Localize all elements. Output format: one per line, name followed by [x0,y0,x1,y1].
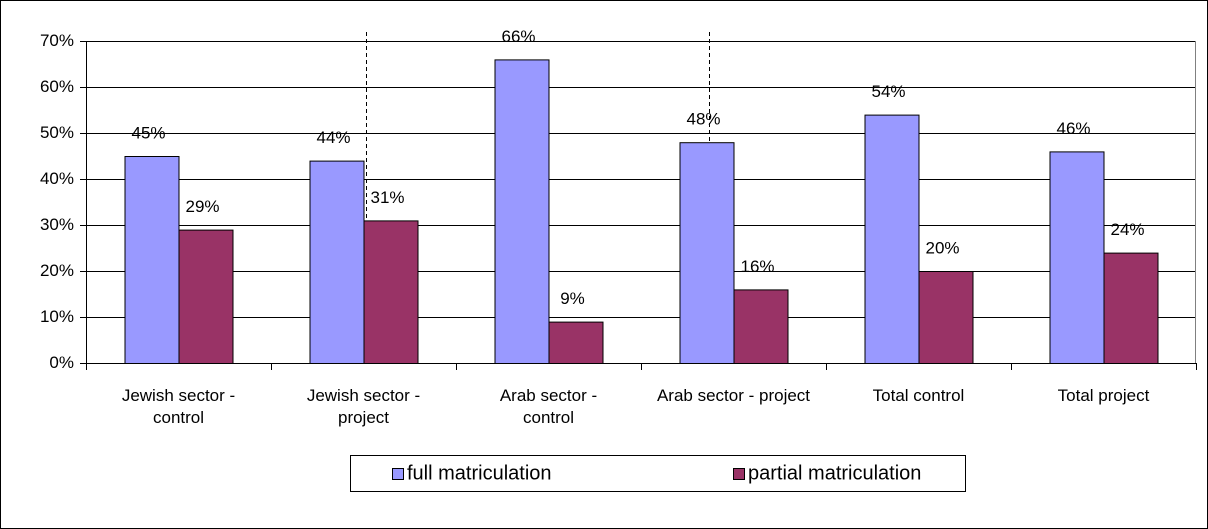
y-tick-label: 50% [40,123,74,142]
legend-box [350,455,966,492]
y-tick-label: 60% [40,77,74,96]
x-tick-label: Arab sector - control [499,386,598,427]
bar [494,59,550,365]
y-tick-label: 10% [40,307,74,326]
data-label: 48% [686,110,720,129]
data-label: 45% [131,123,165,142]
bar [864,114,920,364]
y-tick-label: 20% [40,261,74,280]
data-label: 66% [501,27,535,46]
x-tick-label: Arab sector - project [656,386,811,405]
bar [733,289,789,364]
bar [1049,151,1105,364]
x-tick-label: Jewish sector - project [306,386,421,427]
bar [1103,252,1159,365]
legend-label: full matriculation [407,462,552,484]
legend-swatch [733,468,745,480]
data-label: 44% [316,128,350,147]
data-label: 54% [871,82,905,101]
x-tick-label: Total control [872,386,965,405]
x-tick-label: Jewish sector - control [121,386,236,427]
data-label: 46% [1056,119,1090,138]
bar [178,229,234,364]
data-label: 24% [1110,220,1144,239]
bar [124,156,180,364]
data-label: 31% [370,188,404,207]
y-tick-label: 70% [40,31,74,50]
bar [309,160,365,364]
y-tick-label: 30% [40,215,74,234]
data-label: 16% [740,257,774,276]
legend-swatch [392,468,404,480]
data-label: 20% [925,238,959,257]
data-label: 9% [560,289,585,308]
y-tick-label: 0% [49,353,74,372]
bar [679,142,735,364]
data-label: 29% [185,197,219,216]
legend-label: partial matriculation [748,462,921,484]
bar [548,321,604,365]
bar [918,271,974,364]
y-tick-label: 40% [40,169,74,188]
bar [363,220,419,364]
x-tick-label: Total project [1057,386,1150,405]
